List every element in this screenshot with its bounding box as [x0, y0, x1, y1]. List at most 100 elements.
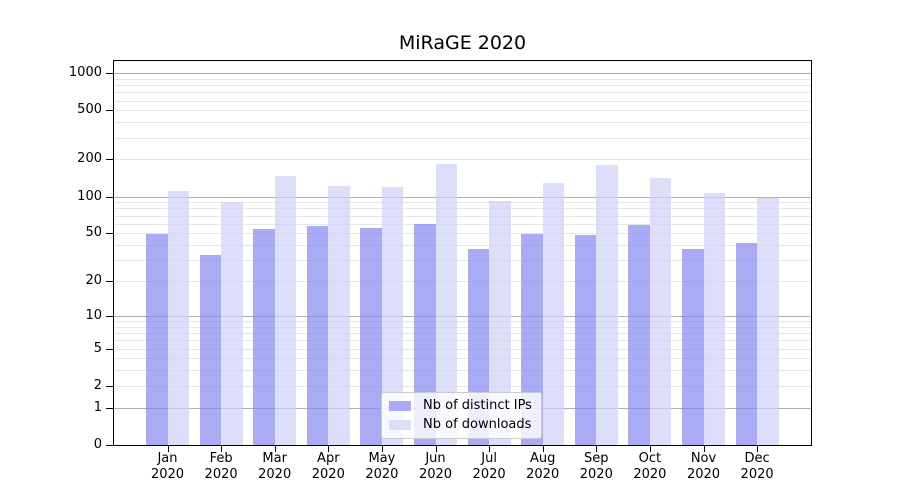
bar-distinct-ips — [253, 229, 275, 445]
gridline-major — [114, 315, 811, 317]
gridline-minor — [114, 370, 811, 372]
y-tick-label: 50 — [85, 225, 102, 241]
gridline-minor — [114, 348, 811, 350]
y-tick-mark — [106, 281, 113, 283]
legend-swatch-downloads — [389, 420, 411, 430]
x-tick-mark — [435, 446, 437, 452]
x-tick-label: Jan 2020 — [150, 451, 185, 482]
bar-distinct-ips — [199, 255, 222, 445]
y-tick-mark — [106, 385, 113, 387]
bar-distinct-ips — [574, 235, 597, 445]
bar-distinct-ips — [628, 224, 650, 445]
gridline-minor — [114, 202, 811, 204]
gridline-minor — [114, 326, 811, 328]
x-tick-label: Jun 2020 — [418, 451, 453, 482]
gridline-minor — [114, 159, 811, 161]
x-tick-label: Sep 2020 — [579, 451, 613, 482]
gridline-minor — [114, 245, 811, 246]
y-tick-mark — [106, 445, 113, 446]
bar-downloads — [489, 200, 511, 445]
y-tick-mark — [106, 73, 113, 74]
gridline-minor — [114, 321, 811, 322]
y-tick-label: 0 — [93, 437, 102, 452]
legend-label-downloads: Nb of downloads — [423, 417, 532, 432]
bar-downloads — [435, 163, 457, 445]
bar-distinct-ips — [306, 226, 329, 445]
legend-row-downloads: Nb of downloads — [389, 417, 532, 433]
y-tick-label: 20 — [85, 273, 102, 289]
gridline-minor — [114, 385, 811, 387]
gridline-minor — [114, 85, 811, 86]
bar-downloads — [274, 175, 297, 445]
bar-distinct-ips — [146, 234, 168, 445]
bar-downloads — [703, 192, 725, 445]
y-tick-mark — [106, 110, 113, 112]
x-tick-label: Apr 2020 — [311, 451, 345, 482]
x-tick-mark — [703, 446, 705, 452]
y-tick-label: 2 — [93, 377, 102, 393]
bar-downloads — [167, 191, 189, 445]
x-tick-label: Jul 2020 — [472, 451, 506, 482]
x-tick-label: Feb 2020 — [204, 451, 238, 482]
gridline-minor — [114, 223, 811, 225]
gridline-minor — [114, 358, 811, 360]
y-tick-mark — [106, 196, 113, 198]
gridline-minor — [114, 100, 811, 102]
x-tick-label: Nov 2020 — [686, 451, 721, 482]
bar-downloads — [542, 182, 565, 445]
gridline-minor — [114, 208, 811, 210]
x-tick-label: May 2020 — [365, 451, 399, 482]
y-tick-label: 100 — [77, 188, 102, 204]
plot-inner — [114, 61, 811, 445]
gridline-minor — [114, 92, 811, 94]
legend-row-ips: Nb of distinct IPs — [389, 398, 532, 414]
bar-downloads — [757, 197, 779, 445]
chart-title: MiRaGE 2020 — [398, 32, 527, 54]
legend-label-distinct-ips: Nb of distinct IPs — [423, 398, 532, 413]
y-tick-mark — [106, 348, 113, 350]
bar-downloads — [649, 178, 672, 445]
y-tick-mark — [106, 159, 113, 161]
gridline-major — [114, 196, 811, 198]
y-tick-label: 1 — [93, 399, 102, 415]
x-tick-label: Mar 2020 — [258, 451, 292, 482]
gridline-minor — [114, 281, 811, 283]
x-tick-label: Dec 2020 — [740, 451, 774, 482]
x-tick-mark — [328, 446, 330, 452]
y-tick-label: 10 — [85, 307, 102, 323]
bar-downloads — [596, 164, 618, 445]
legend: Nb of distinct IPs Nb of downloads — [381, 392, 542, 439]
bar-distinct-ips — [735, 242, 758, 445]
bar-downloads — [328, 186, 350, 445]
gridline-minor — [114, 78, 811, 80]
plot-area — [113, 60, 812, 446]
legend-swatch-distinct-ips — [389, 401, 411, 411]
y-tick-label: 1000 — [68, 65, 102, 80]
gridline-minor — [114, 215, 811, 217]
gridline-minor — [114, 260, 811, 262]
gridline-minor — [114, 110, 811, 112]
x-tick-mark — [596, 446, 598, 452]
bar-downloads — [221, 202, 243, 445]
y-tick-mark — [106, 407, 113, 409]
x-tick-mark — [757, 446, 759, 452]
gridline-minor — [114, 137, 811, 139]
x-tick-mark — [167, 446, 169, 452]
x-tick-mark — [489, 446, 491, 452]
x-tick-mark — [381, 446, 383, 452]
gridline-major — [114, 73, 811, 74]
x-tick-label: Aug 2020 — [526, 451, 560, 482]
y-tick-label: 200 — [77, 151, 102, 167]
y-tick-label: 5 — [93, 340, 102, 356]
bar-distinct-ips — [682, 249, 704, 445]
gridline-minor — [114, 333, 811, 334]
gridline-minor — [114, 122, 811, 124]
x-tick-mark — [221, 446, 223, 452]
x-tick-mark — [649, 446, 651, 452]
y-tick-mark — [106, 233, 113, 235]
y-tick-mark — [106, 315, 113, 317]
bar-distinct-ips — [414, 223, 436, 445]
x-tick-mark — [274, 446, 276, 452]
y-tick-label: 500 — [77, 102, 102, 118]
